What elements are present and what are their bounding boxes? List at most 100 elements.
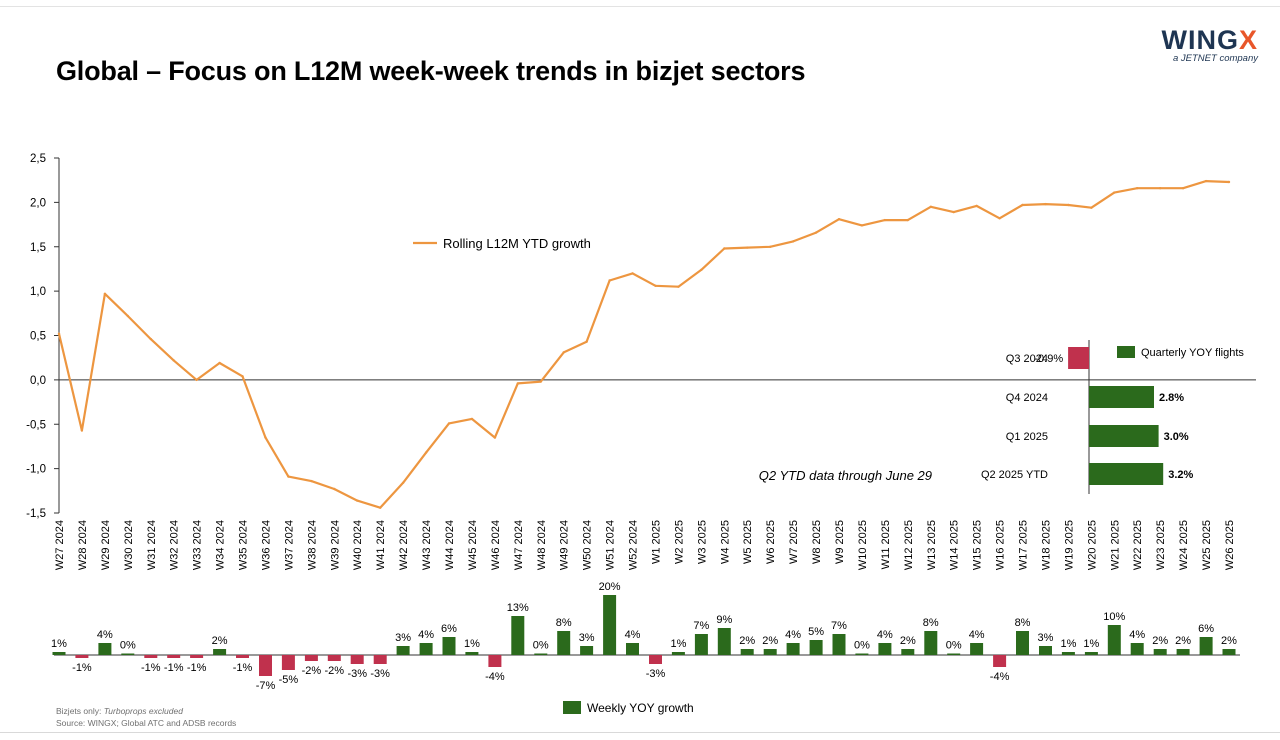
weekly-value-label: -2% [302, 665, 322, 677]
line-point [677, 285, 680, 288]
line-point [172, 359, 175, 362]
quarterly-bar [1089, 463, 1164, 485]
weekly-bar [488, 655, 502, 667]
x-tick-label: W5 2025 [742, 520, 754, 564]
y-tick-label: 2,0 [30, 197, 46, 209]
weekly-bar [236, 655, 249, 658]
weekly-value-label: 3% [579, 632, 595, 644]
line-point [401, 481, 405, 484]
weekly-value-label: 3% [1038, 632, 1054, 644]
weekly-value-label: 5% [808, 626, 824, 638]
weekly-bar [1016, 631, 1029, 655]
line-point [447, 422, 451, 425]
weekly-bar [993, 655, 1007, 667]
weekly-bar [98, 643, 112, 655]
footnote-italic: Turboprops excluded [103, 706, 183, 716]
x-tick-label: W19 2025 [1063, 520, 1075, 570]
x-tick-label: W17 2025 [1018, 520, 1030, 570]
x-tick-label: W9 2025 [834, 520, 846, 564]
line-point [1204, 179, 1208, 183]
weekly-bar [557, 631, 571, 655]
line-point [1113, 191, 1116, 194]
x-tick-label: W18 2025 [1040, 520, 1052, 570]
quarterly-value-label: 2.8% [1159, 392, 1184, 404]
source-note: Source: WINGX; Global ATC and ADSB recor… [56, 718, 237, 728]
weekly-bar [694, 634, 708, 655]
weekly-bar [580, 646, 594, 655]
weekly-value-label: 4% [625, 629, 641, 641]
line-point [287, 475, 290, 478]
weekly-bar [855, 653, 869, 655]
quarterly-bar [1089, 386, 1154, 408]
y-tick-label: 1,0 [30, 286, 46, 298]
x-tick-label: W50 2024 [582, 520, 594, 570]
quarterly-value-label: 3.2% [1168, 469, 1193, 481]
x-tick-label: W35 2024 [238, 520, 250, 570]
weekly-value-label: 4% [418, 629, 434, 641]
line-point [195, 378, 198, 382]
legend-swatch-quarterly [1117, 346, 1135, 358]
weekly-bar [626, 643, 639, 655]
x-tick-label: W21 2025 [1109, 520, 1121, 570]
weekly-bar [304, 655, 318, 661]
weekly-value-label: 2% [1152, 635, 1168, 647]
weekly-value-label: -3% [370, 668, 390, 680]
x-tick-label: W40 2024 [352, 520, 364, 570]
x-tick-label: W16 2025 [995, 520, 1007, 570]
quarterly-category-label: Q1 2025 [1006, 431, 1048, 443]
weekly-value-label: 20% [599, 581, 621, 593]
x-tick-label: W13 2025 [926, 520, 938, 570]
line-point [654, 284, 657, 287]
line-point [1044, 202, 1047, 206]
line-point [356, 499, 359, 502]
weekly-bar [947, 653, 961, 655]
line-point [952, 210, 955, 214]
line-point [746, 246, 749, 249]
weekly-value-label: 7% [693, 620, 709, 632]
line-point [310, 479, 313, 483]
weekly-value-label: 2% [739, 635, 755, 647]
quarterly-value-label: -0.9% [1034, 353, 1063, 365]
weekly-value-label: 4% [785, 629, 801, 641]
weekly-bar [373, 655, 387, 664]
x-tick-label: W51 2024 [605, 520, 617, 570]
y-tick-label: 2,5 [30, 153, 46, 165]
line-point [929, 205, 932, 208]
weekly-bar [878, 643, 892, 655]
x-tick-label: W45 2024 [467, 520, 479, 570]
weekly-value-label: 2% [212, 635, 228, 647]
weekly-bar [1222, 649, 1236, 655]
weekly-bar [1153, 649, 1167, 655]
weekly-bar [511, 616, 525, 655]
line-point [103, 292, 107, 295]
x-tick-label: W10 2025 [857, 520, 869, 570]
legend-label-weekly: Weekly YOY growth [587, 701, 694, 715]
y-tick-label: 0,5 [30, 331, 46, 343]
line-point [1067, 203, 1070, 207]
line-point [1021, 203, 1024, 207]
quarterly-value-label: 3.0% [1164, 431, 1189, 443]
line-point [149, 337, 152, 341]
line-point [264, 436, 267, 439]
x-tick-label: W48 2024 [536, 520, 548, 570]
line-point [80, 429, 84, 432]
weekly-bar [281, 655, 295, 670]
line-point [1090, 206, 1093, 209]
weekly-value-label: -1% [233, 662, 253, 674]
x-tick-label: W15 2025 [972, 520, 984, 570]
weekly-bar [52, 652, 66, 655]
line-point [631, 272, 634, 275]
x-tick-label: W38 2024 [306, 520, 318, 570]
x-tick-label: W28 2024 [77, 520, 89, 570]
line-point [1136, 187, 1139, 190]
x-tick-label: W44 2024 [444, 520, 456, 570]
x-tick-label: W1 2025 [650, 520, 662, 564]
line-point [700, 268, 703, 271]
weekly-value-label: 0% [120, 640, 136, 652]
weekly-bar [465, 652, 479, 655]
line-point [424, 451, 428, 454]
weekly-bar [671, 652, 685, 655]
weekly-value-label: 2% [900, 635, 916, 647]
x-tick-label: W52 2024 [628, 520, 640, 570]
x-tick-label: W6 2025 [765, 520, 777, 564]
